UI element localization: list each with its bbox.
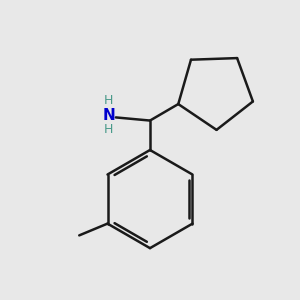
Text: H: H xyxy=(103,124,113,136)
Text: N: N xyxy=(102,108,115,123)
Text: H: H xyxy=(103,94,113,107)
